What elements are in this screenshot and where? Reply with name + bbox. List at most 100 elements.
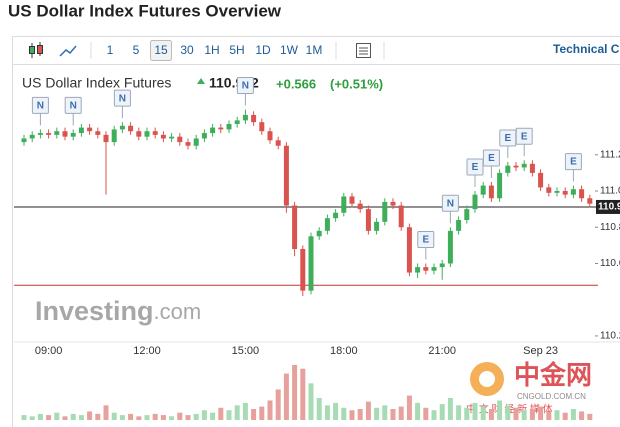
candle-body [497,172,503,199]
x-tick-label: 09:00 [35,345,63,357]
candle-body [62,131,68,137]
candle-body [29,134,35,139]
interval-button[interactable]: 30 [180,43,194,57]
candle-body [46,133,52,135]
interval-button[interactable]: 1W [280,43,299,57]
event-label[interactable]: N [37,101,44,112]
y-tick-label: 111.0 [600,186,620,197]
candle-body [570,189,576,195]
volume-bar [579,411,585,420]
candle-body [488,185,494,199]
chart-panel [12,64,620,427]
y-tick-label: 110.2 [600,331,620,342]
volume-bar [529,409,535,420]
candle-body [242,114,248,121]
candle-body [201,133,207,139]
volume-bar [259,406,265,420]
volume-bar [497,400,503,420]
candle-body [152,131,158,135]
event-label[interactable]: N [242,81,249,92]
candle-body [119,125,125,130]
candle-body [546,187,552,193]
candle-body [398,205,404,228]
settings-icon[interactable] [356,43,371,58]
volume-bar [488,409,494,420]
event-label[interactable]: E [422,235,429,246]
volume-bar [234,405,240,420]
volume-bar [136,416,142,420]
interval-button[interactable]: 1 [107,43,114,57]
volume-bar [292,365,298,420]
price-change: +0.566 [276,76,316,91]
candle-body [316,230,322,237]
interval-button[interactable]: 1D [255,43,271,57]
candle-icon[interactable] [29,42,43,58]
volume-bar [365,401,371,420]
interval-button[interactable]: 5H [229,43,244,57]
interval-button[interactable]: 5 [133,43,140,57]
event-flag[interactable] [236,76,254,94]
event-flag[interactable] [417,230,435,248]
event-flag[interactable] [466,158,484,176]
volume-bar [251,409,257,420]
candle-body [193,138,199,146]
volume-bar [341,407,347,420]
candle-body [324,218,330,231]
volume-bar [308,383,314,420]
volume-bar [275,389,281,420]
event-flag[interactable] [113,89,131,107]
candle-body [70,133,76,137]
candle-body [226,123,232,130]
event-flag[interactable] [64,96,82,114]
line-icon[interactable] [59,45,77,57]
volume-bar [21,415,27,420]
interval-button[interactable]: 1H [204,43,219,57]
event-label[interactable]: E [521,131,528,142]
volume-bar [283,373,289,420]
volume-bar [177,412,183,420]
event-flag[interactable] [564,153,582,171]
x-tick-label: 15:00 [232,345,260,357]
volume-bar [480,406,486,420]
candle-body [447,230,453,264]
event-flag[interactable] [515,127,533,145]
volume-bar [193,413,199,420]
event-label[interactable]: N [447,198,454,209]
interval-button[interactable]: 15 [154,43,168,57]
volume-bar [316,398,322,420]
event-label[interactable]: E [488,153,495,164]
logo-text: 中金网 [514,360,592,390]
volume-bar [333,402,339,420]
volume-bar [111,412,117,420]
candle-body [562,191,568,195]
volume-bar [144,415,150,420]
event-flag[interactable] [441,194,459,212]
candle-body [439,263,445,268]
volume-bar [390,409,396,420]
volume-bar [472,402,478,420]
volume-bar [398,406,404,420]
event-label[interactable]: N [70,101,77,112]
volume-bar [103,405,109,420]
candle-body [341,196,347,213]
event-flag[interactable] [482,149,500,167]
volume-bar [431,410,437,420]
technical-link[interactable]: Technical C [553,42,620,56]
candle-body [406,227,412,273]
x-tick-label: 18:00 [330,345,358,357]
candle-body [210,127,216,134]
event-label[interactable]: N [119,93,126,104]
y-tick-label: 110.6 [600,258,620,269]
volume-bar [128,413,134,420]
toolbar [12,36,620,65]
volume-bar [119,415,125,420]
event-flag[interactable] [31,96,49,114]
event-label[interactable]: E [570,157,577,168]
event-label[interactable]: E [504,133,511,144]
volume-bar [538,406,544,420]
candle-body [415,267,421,273]
event-label[interactable]: E [472,162,479,173]
volume-bar [152,413,158,420]
volume-bar [210,412,216,420]
interval-button[interactable]: 1M [306,43,323,57]
